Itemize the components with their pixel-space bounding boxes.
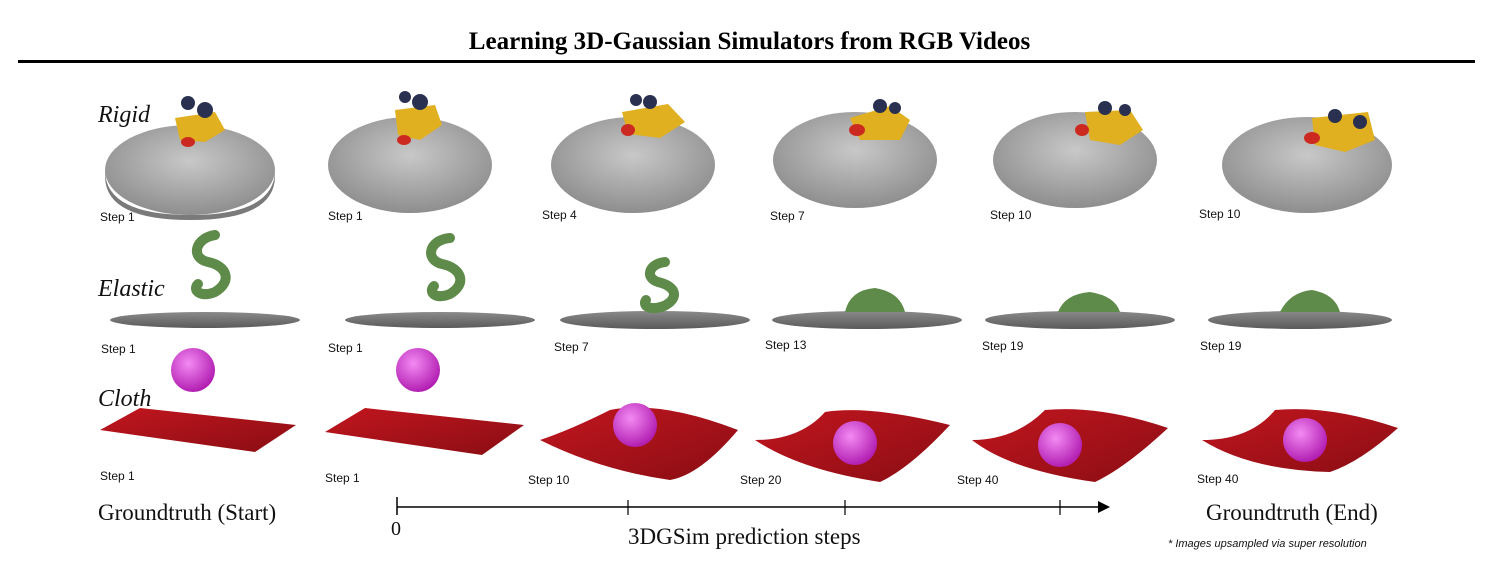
rigid-panel-4 xyxy=(773,99,937,208)
cloth-panel-3 xyxy=(540,403,738,480)
cloth-panel-6 xyxy=(1202,409,1398,472)
axis-zero-label: 0 xyxy=(391,518,401,540)
groundtruth-start-label: Groundtruth (Start) xyxy=(98,500,277,525)
cloth-panel-2 xyxy=(325,348,524,455)
step-label: Step 1 xyxy=(328,209,363,223)
elastic-panel-1 xyxy=(110,230,300,328)
super-resolution-note: * Images upsampled via super resolution xyxy=(1168,538,1367,550)
rigid-panel-6 xyxy=(1222,109,1392,213)
cloth-panel-5 xyxy=(972,409,1168,482)
step-label: Step 40 xyxy=(957,473,999,487)
row-label-rigid: Rigid xyxy=(98,102,150,128)
step-label: Step 7 xyxy=(770,209,805,223)
step-label: Step 19 xyxy=(982,339,1024,353)
step-label: Step 4 xyxy=(542,208,577,222)
step-label: Step 1 xyxy=(325,471,360,485)
elastic-panel-5 xyxy=(985,292,1175,329)
step-label: Step 40 xyxy=(1197,472,1239,486)
title-rule xyxy=(18,60,1475,63)
step-label: Step 20 xyxy=(740,473,782,487)
step-label: Step 7 xyxy=(554,340,589,354)
figure-title: Learning 3D-Gaussian Simulators from RGB… xyxy=(468,28,1031,55)
axis-title: 3DGSim prediction steps xyxy=(628,524,861,549)
rigid-panel-5 xyxy=(993,101,1157,208)
step-label: Step 1 xyxy=(100,210,135,224)
step-label: Step 1 xyxy=(101,342,136,356)
cloth-panel-4 xyxy=(755,410,950,482)
elastic-panel-3 xyxy=(560,257,750,329)
cloth-panel-1 xyxy=(100,348,296,452)
elastic-panel-6 xyxy=(1208,290,1392,329)
step-label: Step 13 xyxy=(765,338,807,352)
step-label: Step 1 xyxy=(100,469,135,483)
elastic-panel-4 xyxy=(772,288,962,329)
prediction-axis xyxy=(396,497,1110,515)
row-label-cloth: Cloth xyxy=(98,386,152,412)
rigid-panel-2 xyxy=(328,91,492,213)
rigid-panel-3 xyxy=(551,94,715,213)
step-label: Step 10 xyxy=(528,473,570,487)
groundtruth-end-label: Groundtruth (End) xyxy=(1206,500,1378,525)
rigid-panel-1 xyxy=(105,96,275,220)
elastic-panel-2 xyxy=(345,233,535,328)
step-label: Step 1 xyxy=(328,341,363,355)
step-label: Step 19 xyxy=(1200,339,1242,353)
row-label-elastic: Elastic xyxy=(98,276,165,302)
step-label: Step 10 xyxy=(1199,207,1241,221)
step-label: Step 10 xyxy=(990,208,1032,222)
